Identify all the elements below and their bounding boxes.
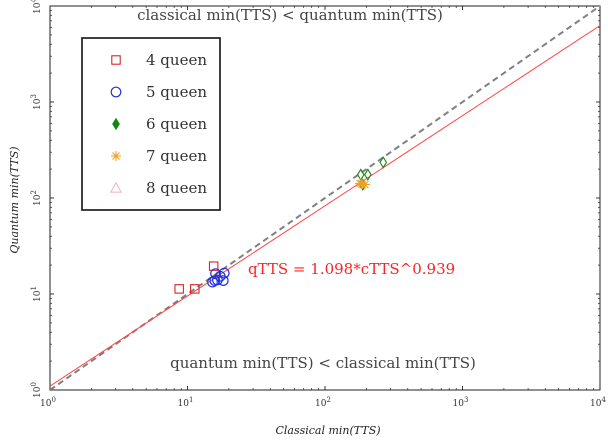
legend-4-queen-marker bbox=[111, 55, 121, 65]
y-axis-title: Quantum min(TTS) bbox=[8, 146, 21, 253]
legend-7-queen-label: 7 queen bbox=[146, 147, 207, 165]
series-5-queen-point bbox=[210, 268, 221, 280]
plot-area: 100 101 102 103 104 100 101 102 103 104 bbox=[30, 0, 606, 409]
legend-6-queen-marker bbox=[112, 117, 120, 131]
series-5-queen-point bbox=[218, 267, 230, 279]
x-tick-label: 104 bbox=[590, 396, 606, 409]
legend-6-queen-label: 6 queen bbox=[146, 115, 207, 133]
legend-box bbox=[81, 37, 221, 211]
series-4-queen-point bbox=[208, 261, 219, 271]
series-5-queen-point bbox=[212, 274, 223, 286]
y-tick-label: 103 bbox=[30, 94, 43, 110]
series-7-queen-point-stroke bbox=[357, 180, 366, 188]
legend: 4 queen 5 queen 6 queen 7 queen 8 queen bbox=[81, 37, 221, 211]
fit-equation-label: qTTS = 1.098*cTTS^0.939 bbox=[248, 260, 455, 278]
legend-5-queen-marker bbox=[110, 86, 122, 98]
x-tick-label: 102 bbox=[315, 396, 331, 409]
series-7-queen-point-stroke bbox=[360, 180, 369, 189]
series-5-queen-point bbox=[217, 275, 229, 286]
series-4-queen-point bbox=[190, 284, 200, 294]
points-layer bbox=[174, 156, 388, 294]
fit-line bbox=[50, 25, 600, 387]
legend-8-queen-label: 8 queen bbox=[146, 179, 207, 197]
series-6-queen-point bbox=[379, 156, 388, 169]
y-tick-label: 104 bbox=[30, 0, 43, 14]
series-4-queen-point bbox=[174, 284, 184, 294]
series-6-queen-point bbox=[356, 168, 365, 181]
y-tick-label: 102 bbox=[30, 190, 43, 206]
legend-7-queen-marker bbox=[111, 151, 121, 161]
legend-8-queen-marker bbox=[109, 181, 123, 193]
x-tick-label: 101 bbox=[178, 396, 194, 409]
y-tick-label: 100 bbox=[30, 382, 43, 398]
annotation-bottom: quantum min(TTS) < classical min(TTS) bbox=[170, 354, 476, 372]
legend-7-queen-marker-stroke bbox=[112, 152, 120, 160]
x-tick-label: 100 bbox=[40, 396, 56, 409]
series-6-queen-point bbox=[364, 168, 372, 181]
annotation-top: classical min(TTS) < quantum min(TTS) bbox=[137, 6, 443, 24]
legend-5-queen-label: 5 queen bbox=[146, 83, 207, 101]
series-7-queen-point bbox=[355, 178, 366, 189]
x-axis-title: Classical min(TTS) bbox=[275, 424, 380, 437]
line-layer bbox=[50, 6, 600, 390]
y-tick-label: 101 bbox=[30, 286, 43, 302]
legend-4-queen-label: 4 queen bbox=[146, 51, 207, 69]
x-tick-label: 103 bbox=[453, 396, 469, 409]
series-7-queen-point-stroke bbox=[356, 179, 365, 188]
